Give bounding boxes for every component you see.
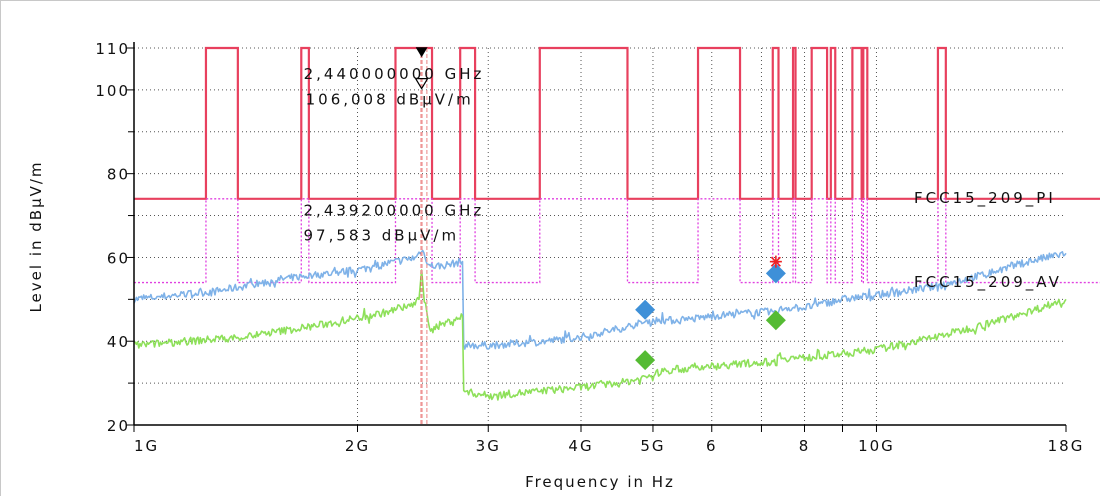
diamond-marker	[765, 263, 786, 284]
x-tick-label: 5G	[640, 437, 665, 455]
x-tick-label: 6	[706, 437, 718, 455]
x-tick-label: 4G	[568, 437, 593, 455]
grid	[134, 47, 1066, 425]
limit-violation-star	[769, 255, 782, 268]
x-tick-label: 18G	[1048, 437, 1085, 455]
markers	[414, 47, 786, 371]
annotation-level: 97,583 dBµV/m	[304, 226, 460, 244]
annotation-frequency: 2,439200000 GHz	[304, 201, 485, 219]
trace-peak	[134, 249, 1067, 350]
x-tick-label: 3G	[476, 437, 501, 455]
diamond-marker	[765, 310, 786, 331]
y-tick-label: 80	[107, 166, 130, 184]
limit-line-pk	[134, 46, 1100, 200]
measurement-traces	[134, 249, 1067, 401]
marker-triangle-filled	[415, 47, 428, 58]
x-tick-label: 10G	[858, 437, 895, 455]
y-tick-label: 110	[95, 40, 130, 58]
y-tick-label: 20	[107, 417, 130, 435]
x-tick-label: 8	[799, 437, 811, 455]
cursor-lines	[420, 48, 428, 425]
y-axis-title: Level in dBµV/m	[27, 160, 45, 312]
limit-lines	[134, 46, 1100, 284]
diamond-marker	[635, 350, 656, 371]
axes	[126, 42, 1067, 432]
star-stroke	[770, 256, 781, 267]
y-tick-label: 40	[107, 333, 130, 351]
x-axis-title: Frequency in Hz	[525, 473, 675, 491]
diamond-marker	[635, 299, 656, 320]
annotation-frequency: 2,440000000 GHz	[304, 65, 485, 83]
trace-average	[134, 269, 1067, 401]
limit-label-av: FCC15_209_AV	[914, 273, 1062, 292]
limit-line-av	[134, 198, 1100, 284]
marker-triangle-hollow	[414, 78, 429, 90]
x-tick-label: 1G	[134, 437, 159, 455]
y-tick-label: 60	[107, 249, 130, 267]
labels: 1G 2G 3G 4G 5G 6 8 10G 18G 20 40 60 80 100 110 Frequenc…	[27, 40, 1085, 491]
annotation-level: 106,008 dBµV/m	[306, 90, 474, 108]
x-tick-label: 2G	[345, 437, 370, 455]
limit-label-pk: FCC15_209_PI	[914, 189, 1056, 208]
y-tick-label: 100	[95, 82, 130, 100]
